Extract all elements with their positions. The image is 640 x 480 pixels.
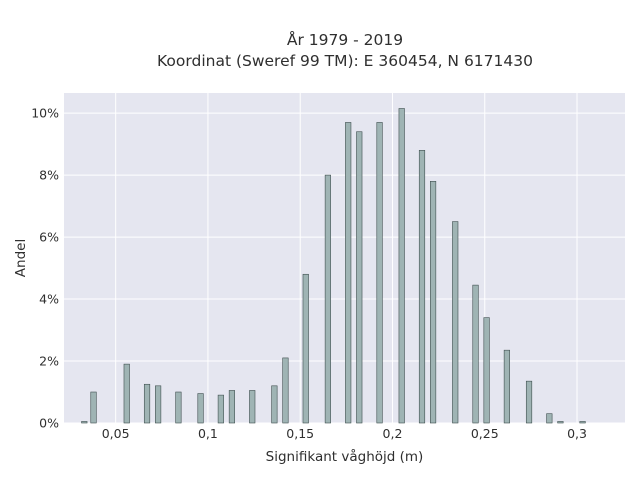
x-tick-label: 0,3 — [567, 426, 587, 441]
bar-5 — [143, 383, 151, 424]
bar-37 — [483, 317, 490, 424]
bar-34 — [452, 221, 459, 424]
x-tick-label: 0,2 — [383, 426, 403, 441]
y-tick-label: 8% — [39, 168, 59, 183]
chart-subtitle: Koordinat (Sweref 99 TM): E 360454, N 61… — [157, 52, 533, 70]
bar-46 — [579, 421, 586, 424]
x-axis-label: Signifikant våghöjd (m) — [266, 448, 424, 465]
bar-17 — [271, 385, 278, 424]
bar-29 — [398, 108, 405, 424]
bar-44 — [557, 421, 564, 424]
y-tick-label: 0% — [39, 416, 59, 431]
x-tick-label: 0,05 — [102, 426, 130, 441]
x-tick-label: 0,15 — [286, 426, 314, 441]
y-tick-label: 10% — [31, 106, 59, 121]
y-tick-label: 2% — [39, 354, 59, 369]
tick-labels: 0,05 0,1 0,15 0,2 0,25 0,3 0% 2% 4% 6% 8% 10% — [31, 106, 587, 441]
bar-20 — [302, 273, 309, 424]
bar-3 — [123, 363, 130, 424]
bar-25 — [356, 131, 363, 424]
bar-1 — [90, 391, 97, 424]
bar-0 — [81, 421, 88, 424]
bar-10 — [197, 393, 204, 424]
plot-area — [64, 93, 625, 423]
x-tick-label: 0,25 — [471, 426, 499, 441]
bar-12 — [217, 394, 224, 424]
y-tick-label: 6% — [39, 230, 59, 245]
bar-43 — [546, 413, 553, 424]
bar-31 — [418, 150, 426, 424]
y-axis-label: Andel — [13, 239, 29, 277]
bar-27 — [376, 122, 383, 424]
bar-18 — [282, 357, 289, 424]
bar-24 — [345, 122, 352, 424]
bar-41 — [525, 380, 533, 424]
bars — [81, 108, 586, 424]
chart-title: År 1979 - 2019 — [287, 30, 403, 49]
bar-15 — [249, 390, 256, 424]
bar-32 — [430, 181, 437, 424]
bar-6 — [155, 385, 162, 424]
bar-36 — [472, 284, 479, 424]
bar-39 — [503, 349, 510, 424]
x-tick-label: 0,1 — [198, 426, 218, 441]
bar-22 — [324, 174, 331, 424]
y-tick-label: 4% — [39, 292, 59, 307]
bar-8 — [175, 391, 182, 424]
bar-13 — [228, 390, 235, 424]
